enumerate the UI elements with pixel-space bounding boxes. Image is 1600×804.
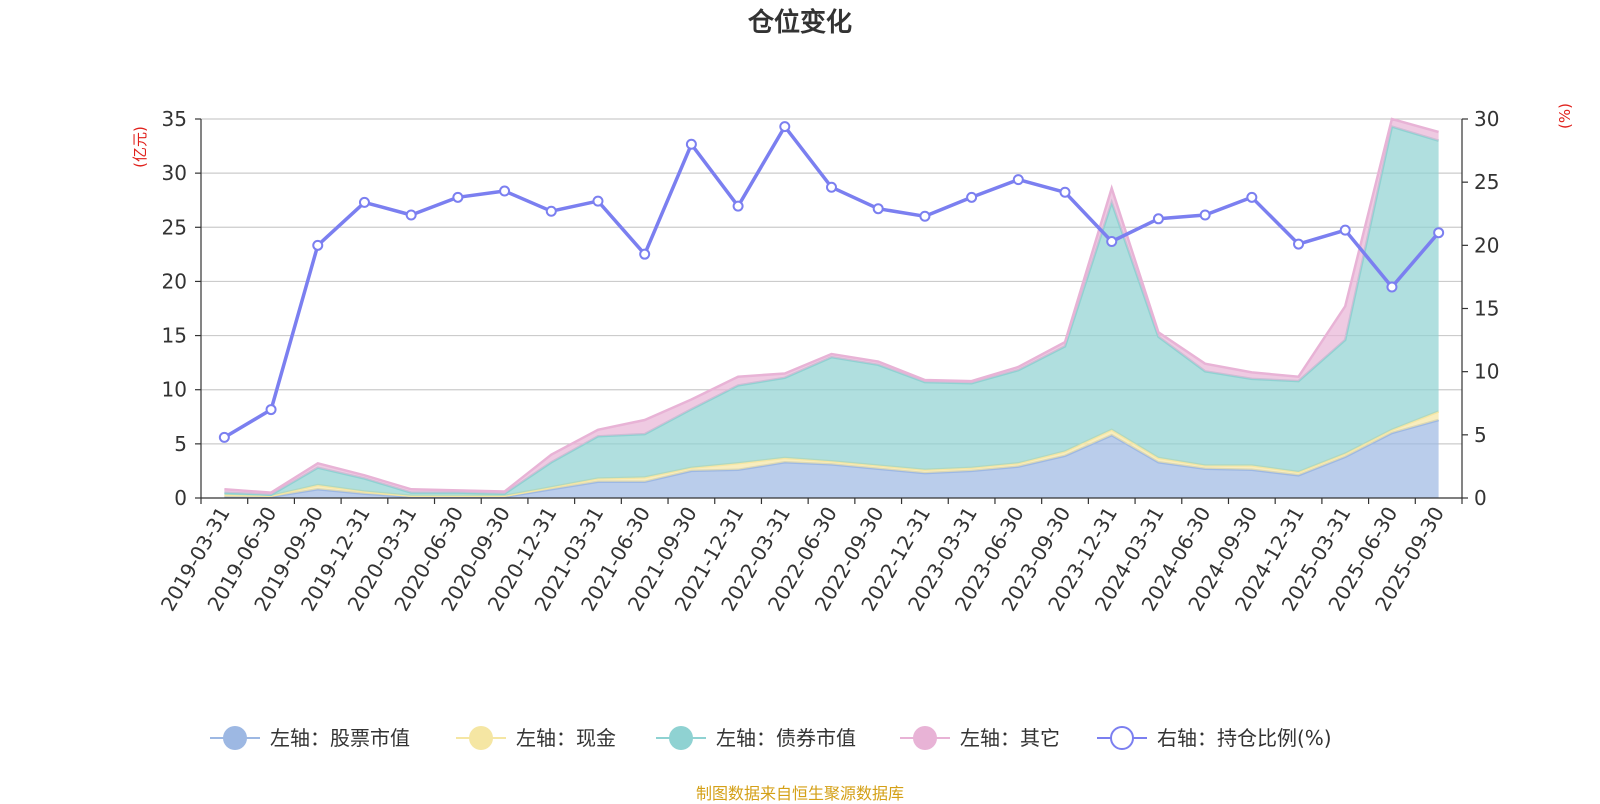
area-series-2 [224, 126, 1439, 496]
legend: 左轴：股票市值 左轴：现金 左轴：债券市值 左轴：其它 右轴：持仓比例(%) [210, 726, 1332, 750]
right-tick-label: 0 [1474, 486, 1487, 510]
left-tick-label: 5 [174, 432, 187, 456]
line-point [639, 248, 651, 260]
legend-marker [223, 726, 247, 750]
line-point [312, 239, 324, 251]
right-tick-label: 20 [1474, 233, 1499, 257]
line-point [1293, 238, 1305, 250]
right-tick-label: 25 [1474, 170, 1499, 194]
area-layer [224, 117, 1440, 499]
legend-marker [1110, 726, 1134, 750]
right-tick-label: 5 [1474, 423, 1487, 447]
line-point [358, 196, 370, 208]
left-tick-label: 15 [162, 324, 187, 348]
line-point [218, 431, 230, 443]
line-point [826, 181, 837, 193]
legend-item-2[interactable]: 左轴：债券市值 [656, 726, 856, 750]
legend-label: 左轴：债券市值 [716, 726, 856, 750]
left-tick-label: 30 [162, 161, 187, 185]
line-point [1012, 174, 1024, 186]
left-axis-unit: (亿元) [131, 126, 149, 168]
line-point [1386, 281, 1398, 293]
legend-item-1[interactable]: 左轴：现金 [456, 726, 616, 750]
line-point [1152, 213, 1164, 225]
legend-label: 左轴：现金 [516, 726, 616, 750]
line-point [592, 195, 604, 207]
area-series-edge-3 [224, 117, 1439, 494]
line-point [779, 121, 791, 133]
right-tick-label: 10 [1474, 360, 1499, 384]
line-point [919, 210, 931, 222]
legend-item-0[interactable]: 左轴：股票市值 [210, 726, 410, 750]
line-point [1246, 191, 1258, 203]
line-point [545, 205, 557, 217]
line-point [452, 191, 464, 203]
line-point [1059, 186, 1071, 198]
right-axis-unit: (%) [1556, 103, 1574, 129]
line-point [732, 200, 744, 212]
legend-item-4[interactable]: 右轴：持仓比例(%) [1097, 726, 1332, 750]
legend-label: 左轴：股票市值 [270, 726, 410, 750]
line-point [405, 209, 417, 221]
legend-label: 右轴：持仓比例(%) [1157, 726, 1332, 750]
line-point [1339, 224, 1351, 236]
line-point [265, 404, 277, 416]
left-tick-label: 20 [162, 269, 187, 293]
line-point [1199, 209, 1211, 221]
chart-title: 仓位变化 [747, 8, 852, 38]
left-tick-label: 35 [162, 107, 187, 131]
line-point [1106, 236, 1118, 248]
right-tick-label: 15 [1474, 297, 1499, 321]
left-tick-label: 25 [162, 215, 187, 239]
area-series-0 [224, 420, 1439, 498]
source-note: 制图数据来自恒生聚源数据库 [695, 784, 904, 803]
legend-marker [469, 726, 493, 750]
legend-marker [669, 726, 693, 750]
line-point [499, 185, 511, 197]
left-tick-label: 0 [174, 486, 187, 510]
line-point [966, 191, 978, 203]
line-point [1433, 227, 1445, 239]
right-tick-label: 30 [1474, 107, 1499, 131]
line-layer [218, 121, 1445, 443]
line-point [872, 203, 884, 215]
line-point [685, 138, 697, 150]
left-tick-label: 10 [162, 378, 187, 402]
legend-marker [913, 726, 937, 750]
legend-item-3[interactable]: 左轴：其它 [900, 726, 1060, 750]
legend-label: 左轴：其它 [960, 726, 1060, 750]
